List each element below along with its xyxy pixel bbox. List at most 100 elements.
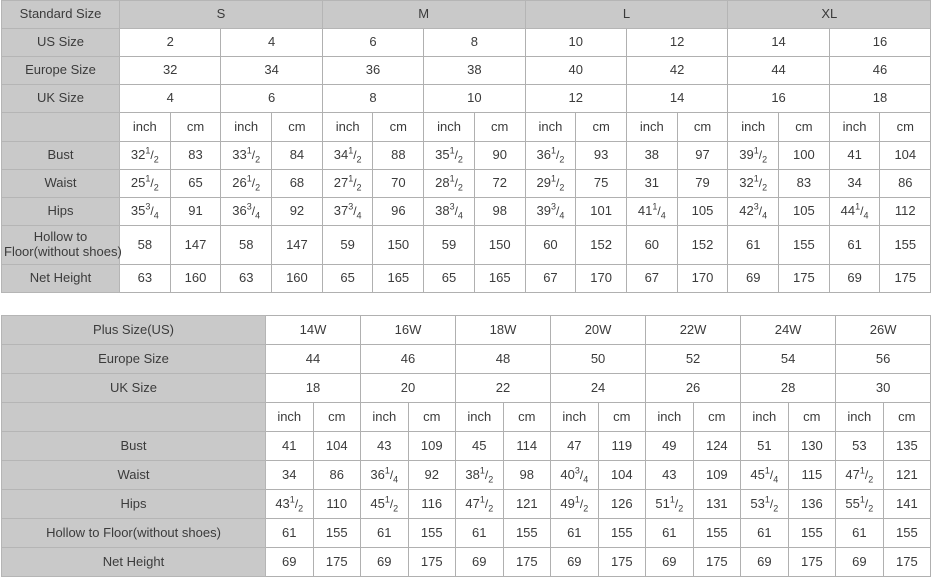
measure-value: 152 <box>676 225 729 265</box>
measure-value: 135 <box>882 431 931 461</box>
measure-value: 109 <box>407 431 457 461</box>
row-label: Hollow to Floor(without shoes) <box>1 518 266 548</box>
row-us-size: US Size 2 4 6 8 10 12 14 16 <box>1 28 931 57</box>
measure-value: 34 <box>265 460 314 490</box>
unit-cm: cm <box>407 402 457 432</box>
measure-value: 361/4 <box>360 460 409 490</box>
measure-value: 65 <box>169 169 222 198</box>
measure-value: 75 <box>575 169 627 198</box>
measure-value: 170 <box>676 264 729 293</box>
measure-value: 175 <box>597 547 647 577</box>
measure-value: 152 <box>575 225 627 265</box>
measure-value: 155 <box>597 518 647 548</box>
unit-row-empty-label <box>1 112 120 142</box>
unit-inch: inch <box>265 402 314 432</box>
size-value: 2 <box>118 28 222 57</box>
measure-value: 170 <box>575 264 627 293</box>
unit-cm: cm <box>879 112 931 142</box>
row-waist: Waist 251/2 65 261/2 68 271/2 70 281/2 72 291/2 75… <box>1 169 931 198</box>
measure-value: 69 <box>835 547 884 577</box>
measure-value: 271/2 <box>321 169 374 198</box>
unit-cm: cm <box>502 402 552 432</box>
unit-inch: inch <box>727 112 780 142</box>
size-value: 52 <box>645 344 742 374</box>
measure-value: 155 <box>407 518 457 548</box>
size-value: 42 <box>625 56 729 85</box>
unit-cm: cm <box>778 112 830 142</box>
measure-value: 130 <box>787 431 837 461</box>
size-value: 6 <box>321 28 425 57</box>
unit-header-row: inch cm inch cm inch cm inch cm inch cm inch cm inch… <box>1 112 931 142</box>
unit-cm: cm <box>473 112 526 142</box>
size-value: 14 <box>727 28 830 57</box>
measure-value: 175 <box>778 264 830 293</box>
size-value: 40 <box>524 56 627 85</box>
measure-value: 61 <box>550 518 599 548</box>
measure-value: 175 <box>882 547 931 577</box>
unit-inch: inch <box>835 402 884 432</box>
measure-value: 104 <box>312 431 362 461</box>
measure-value: 136 <box>787 489 837 519</box>
size-group-s: S <box>119 0 323 29</box>
unit-cm: cm <box>676 112 729 142</box>
size-group-header-row: Standard Size S M L XL <box>1 0 931 29</box>
measure-value: 175 <box>692 547 742 577</box>
measure-value: 96 <box>372 197 425 226</box>
size-value: 6 <box>220 84 323 113</box>
size-value: 26W <box>835 315 931 345</box>
measure-value: 116 <box>407 489 457 519</box>
unit-cm: cm <box>372 112 425 142</box>
measure-value: 63 <box>119 264 171 293</box>
measure-value: 61 <box>828 225 881 265</box>
measure-value: 47 <box>550 431 599 461</box>
unit-cm: cm <box>575 112 627 142</box>
size-value: 36 <box>321 56 425 85</box>
unit-inch: inch <box>524 112 577 142</box>
row-label: Bust <box>1 431 266 461</box>
size-value: 4 <box>220 28 323 57</box>
measure-value: 175 <box>879 264 931 293</box>
measure-value: 124 <box>692 431 742 461</box>
unit-inch: inch <box>360 402 409 432</box>
size-value: 8 <box>423 28 526 57</box>
measure-value: 403/4 <box>550 460 599 490</box>
size-value: 18 <box>264 373 362 403</box>
measure-value: 104 <box>597 460 647 490</box>
measure-value: 155 <box>778 225 830 265</box>
unit-inch: inch <box>645 402 694 432</box>
size-value: 34 <box>220 56 323 85</box>
measure-value: 61 <box>835 518 884 548</box>
size-value: 44 <box>264 344 362 374</box>
row-waist: Waist 34 86 361/4 92 381/2 98 403/4 104 43 109 451/… <box>1 460 931 490</box>
unit-cm: cm <box>312 402 362 432</box>
row-label: Hips <box>1 197 120 226</box>
row-plus-size-us: Plus Size(US) 14W 16W 18W 20W 22W 24W 26W <box>1 315 931 345</box>
row-hollow-to-floor-without-shoes: Hollow to Floor(without shoes) 58 147 58 147 5… <box>1 225 931 265</box>
measure-value: 147 <box>169 225 222 265</box>
measure-value: 121 <box>882 460 931 490</box>
measure-value: 41 <box>265 431 314 461</box>
measure-value: 98 <box>502 460 552 490</box>
measure-value: 60 <box>625 225 678 265</box>
measure-value: 511/2 <box>645 489 694 519</box>
measure-value: 91 <box>169 197 222 226</box>
measure-value: 110 <box>312 489 362 519</box>
measure-value: 61 <box>360 518 409 548</box>
size-value: 18 <box>828 84 931 113</box>
measure-value: 90 <box>473 141 526 170</box>
measure-value: 291/2 <box>524 169 577 198</box>
measure-value: 391/2 <box>727 141 780 170</box>
measure-value: 114 <box>502 431 552 461</box>
unit-cm: cm <box>169 112 222 142</box>
row-uk-size: UK Size 18 20 22 24 26 28 30 <box>1 373 931 403</box>
measure-value: 51 <box>740 431 789 461</box>
measure-value: 69 <box>455 547 504 577</box>
measure-value: 98 <box>473 197 526 226</box>
size-value: 12 <box>524 84 627 113</box>
measure-value: 451/4 <box>740 460 789 490</box>
measure-value: 383/4 <box>423 197 475 226</box>
measure-value: 58 <box>119 225 171 265</box>
unit-inch: inch <box>455 402 504 432</box>
measure-value: 531/2 <box>740 489 789 519</box>
size-value: 46 <box>828 56 931 85</box>
